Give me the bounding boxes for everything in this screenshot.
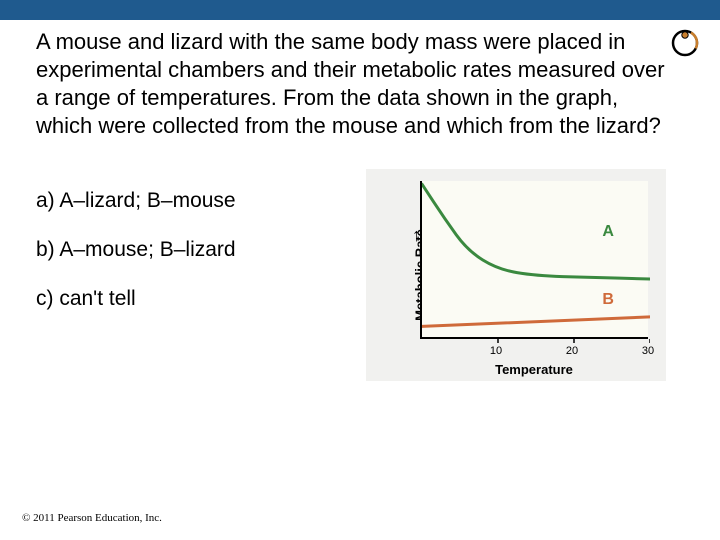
option-a: a) A–lizard; B–mouse [36,187,356,214]
info-icon [670,28,700,58]
slide-content: A mouse and lizard with the same body ma… [0,20,720,381]
series-label-b: B [602,291,614,309]
lower-row: a) A–lizard; B–mouse b) A–mouse; B–lizar… [36,169,692,381]
option-b: b) A–mouse; B–lizard [36,236,356,263]
series-label-a: A [602,223,614,241]
xtick: 30 [642,345,654,357]
xtick: 20 [566,345,578,357]
xtick: 10 [490,345,502,357]
answer-options: a) A–lizard; B–mouse b) A–mouse; B–lizar… [36,169,356,335]
metabolic-chart: Metabolic Rate ↑ Temperature AB102030 [366,169,666,381]
option-c: c) can't tell [36,285,356,312]
chart-svg [422,181,650,345]
question-text: A mouse and lizard with the same body ma… [36,28,676,141]
copyright-text: © 2011 Pearson Education, Inc. [22,512,162,524]
header-bar [0,0,720,20]
chart-plot-area [420,181,648,339]
chart-xlabel: Temperature [420,362,648,377]
